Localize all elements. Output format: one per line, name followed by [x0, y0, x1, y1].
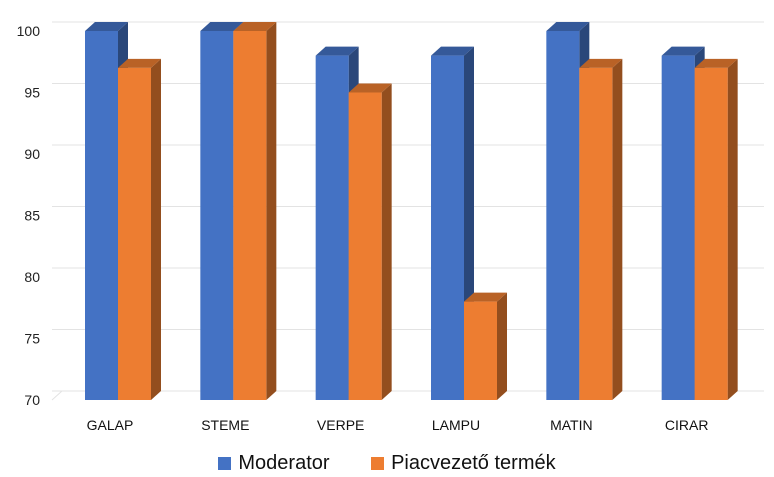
bars — [85, 22, 738, 401]
y-tick-label: 85 — [24, 208, 40, 224]
x-category-label: CIRAR — [665, 417, 709, 433]
x-category-label: STEME — [201, 417, 249, 433]
bar-verpe-piacvezeto — [348, 83, 392, 400]
legend-swatch-piacvezeto — [371, 457, 385, 471]
bar-steme-piacvezeto — [233, 22, 277, 400]
y-tick-label: 90 — [24, 146, 40, 162]
x-category-label: VERPE — [317, 417, 364, 433]
y-tick-label: 95 — [24, 85, 40, 101]
y-tick-label: 70 — [24, 392, 40, 408]
y-tick-label: 75 — [24, 331, 40, 347]
bar-lampu-piacvezeto — [464, 292, 507, 400]
x-category-label: LAMPU — [432, 417, 480, 433]
floor-edge — [51, 390, 63, 401]
legend-item-piacvezeto: Piacvezető termék — [371, 452, 556, 475]
gridlines — [51, 21, 764, 401]
bar-chart: 70 75 80 85 90 95 100 GALAP STEME VERPE LAMPU MATI… — [17, 21, 764, 433]
bar-cirar-piacvezeto — [694, 58, 738, 401]
legend-item-moderator: Moderator — [218, 452, 330, 475]
bar-matin-piacvezeto — [579, 58, 623, 401]
y-axis-ticks: 70 75 80 85 90 95 100 — [17, 23, 41, 408]
x-axis-labels: GALAP STEME VERPE LAMPU MATIN CIRAR — [87, 417, 709, 433]
legend: Moderator Piacvezető termék — [0, 452, 774, 475]
legend-swatch-moderator — [218, 457, 232, 471]
legend-label-moderator: Moderator — [238, 452, 330, 475]
bar-galap-piacvezeto — [118, 58, 161, 401]
x-category-label: GALAP — [87, 417, 134, 433]
x-category-label: MATIN — [550, 417, 593, 433]
legend-label-piacvezeto: Piacvezető termék — [391, 452, 556, 475]
y-tick-label: 100 — [17, 23, 41, 39]
y-tick-label: 80 — [24, 269, 40, 285]
